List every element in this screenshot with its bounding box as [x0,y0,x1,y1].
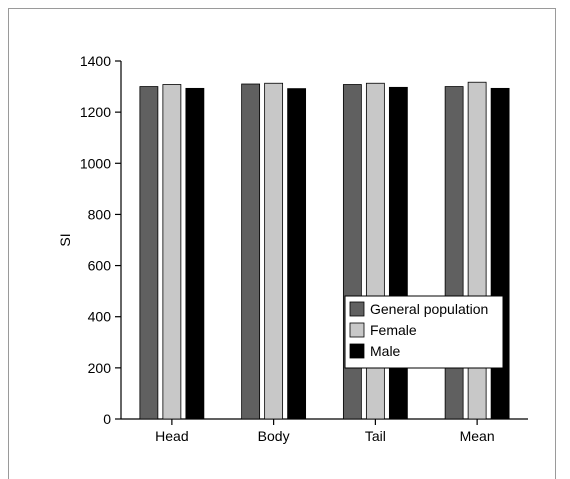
y-axis: 0 200 400 600 800 1000 1200 1400 [80,53,122,427]
y-tick-label: 600 [88,258,112,274]
legend-box [344,295,504,369]
x-tick-label: Mean [460,428,495,444]
legend-label: General population [370,301,488,317]
x-tick-label: Body [258,428,290,444]
y-tick-label: 1000 [80,155,111,171]
bar [365,82,385,420]
y-tick-label: 800 [88,206,112,222]
x-tick-label: Tail [365,428,386,444]
bar [287,88,307,420]
legend-label: Female [370,322,417,338]
bar [444,86,464,420]
y-tick-label: 1400 [80,53,111,69]
bar [342,84,362,420]
x-tick-label: Head [155,428,188,444]
bar [241,83,261,420]
bar [185,87,205,420]
legend: General population Female Male [344,295,504,369]
x-axis: Head Body Tail Mean [121,418,528,444]
legend-swatch [349,301,365,317]
legend-swatch [349,322,365,338]
bar [490,87,510,420]
y-axis-label: SI [57,233,73,246]
legend-swatch [349,343,365,359]
legend-label: Male [370,343,401,359]
bar [388,86,408,420]
figure-frame [8,8,556,479]
y-tick-label: 1200 [80,104,111,120]
bars [139,81,510,420]
y-tick-label: 200 [88,360,112,376]
y-tick-label: 0 [103,411,111,427]
bar [139,86,159,420]
bar [264,82,284,420]
y-tick-label: 400 [88,309,112,325]
bar [162,84,182,420]
